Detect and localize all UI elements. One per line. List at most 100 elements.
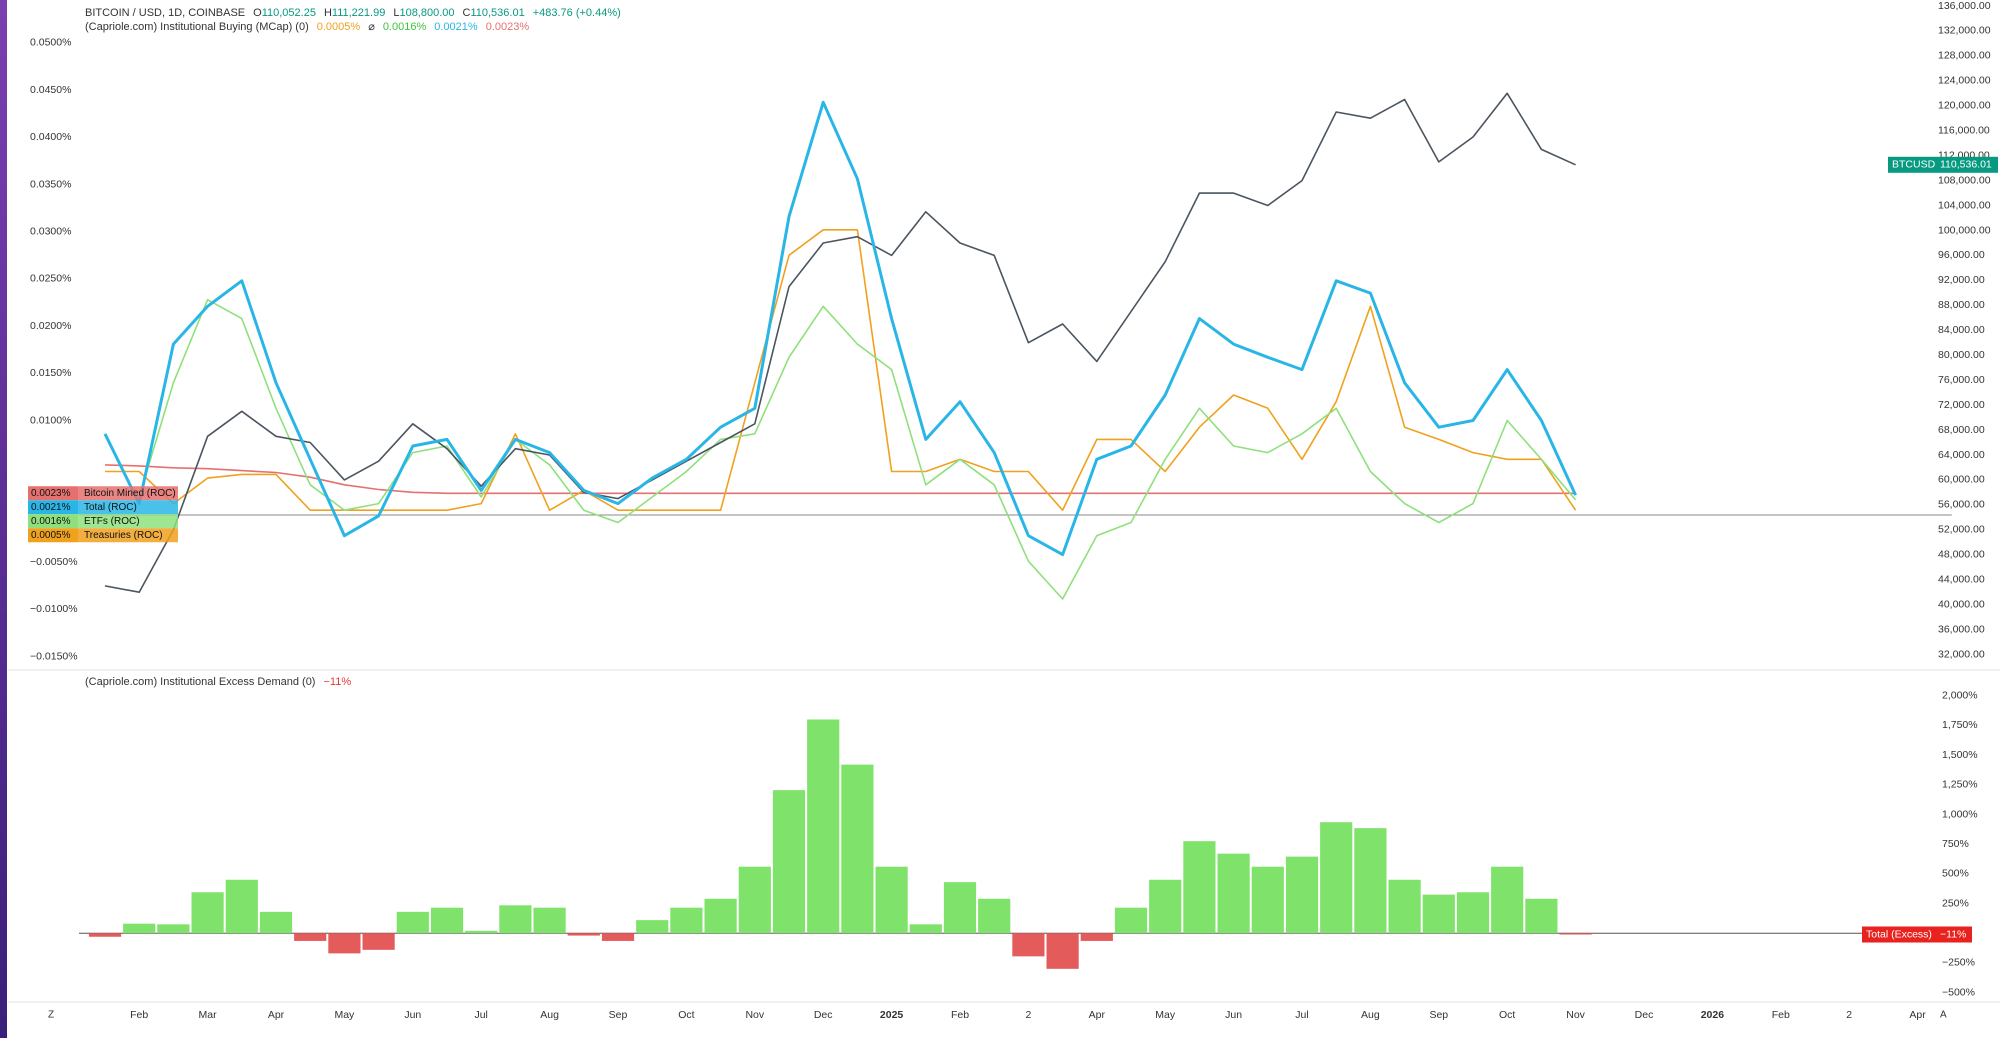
y-tick-label: −0.0150%: [30, 650, 78, 662]
y2-tick-label: 56,000.00: [1938, 499, 1985, 511]
tag-name: Treasuries (ROC): [84, 530, 163, 541]
y2-tick-label: 72,000.00: [1938, 399, 1985, 411]
y-tick-label: −500%: [1942, 986, 1975, 998]
tag-value: 0.0023%: [31, 488, 71, 499]
histogram-bar: [533, 907, 566, 934]
histogram-bar: [1114, 907, 1148, 934]
y-tick-label: 1,000%: [1942, 808, 1978, 820]
ohlc-key: C: [463, 7, 471, 19]
tag-name: Total (ROC): [84, 502, 137, 513]
histogram-bar: [1251, 866, 1284, 934]
y2-tick-label: 32,000.00: [1938, 648, 1985, 660]
x-tick-label: Aug: [540, 1009, 559, 1021]
histogram-bar: [772, 790, 806, 934]
indicator-value: 0.0021%: [434, 21, 478, 33]
series-tag: 0.0005% Treasuries (ROC): [28, 528, 178, 543]
histogram-bar: [1183, 841, 1216, 934]
x-tick-label: Feb: [1772, 1009, 1790, 1021]
indicator-value: −11%: [323, 676, 351, 688]
histogram-bar: [465, 930, 498, 934]
ohlc-key: H: [324, 7, 332, 19]
tag-value-box: [28, 486, 78, 501]
histogram-bar: [88, 933, 122, 937]
tag-value-box: [28, 514, 78, 529]
y2-tick-label: 40,000.00: [1938, 598, 1985, 610]
histogram-bar: [670, 907, 703, 934]
y-tick-label: −250%: [1942, 957, 1975, 969]
histogram-bar: [909, 924, 942, 934]
histogram-bar: [362, 933, 395, 950]
histogram-bar: [1559, 933, 1592, 935]
histogram-bar: [1456, 892, 1490, 934]
tag-name-box: [78, 486, 178, 501]
y2-tick-label: 88,000.00: [1938, 299, 1985, 311]
histogram-bar: [328, 933, 361, 954]
y-tick-label: 0.0450%: [30, 84, 71, 96]
price-tag-value: 110,536.01: [1940, 159, 1992, 171]
y2-tick-label: 132,000.00: [1938, 25, 1991, 37]
series-line: [104, 464, 1576, 495]
histogram-bar: [807, 719, 840, 934]
indicator-title: (Capriole.com) Institutional Excess Dema…: [85, 676, 315, 688]
histogram-bar: [225, 879, 258, 934]
tag-value-box: [28, 500, 78, 515]
excess-tag-value: −11%: [1940, 928, 1966, 940]
y2-tick-label: 120,000.00: [1938, 100, 1991, 112]
ohlc-value: 108,800.00: [399, 7, 454, 19]
tag-value-box: [28, 528, 78, 543]
histogram-bar: [1046, 933, 1079, 969]
y2-tick-label: 104,000.00: [1938, 199, 1991, 211]
x-tick-label: May: [1155, 1009, 1176, 1021]
y2-tick-label: 96,000.00: [1938, 249, 1985, 261]
histogram-bar: [1491, 866, 1524, 934]
histogram-bar: [1080, 933, 1113, 941]
y2-tick-label: 68,000.00: [1938, 424, 1985, 436]
y2-tick-label: 128,000.00: [1938, 50, 1991, 62]
y2-tick-label: 76,000.00: [1938, 374, 1985, 386]
indicator-value: 0.0005%: [317, 21, 361, 33]
y2-tick-label: 60,000.00: [1938, 474, 1985, 486]
histogram-bar: [294, 933, 327, 941]
tag-value: 0.0005%: [31, 530, 71, 541]
x-tick-label: Sep: [609, 1009, 628, 1021]
histogram-bar: [259, 911, 293, 934]
y2-tick-label: 64,000.00: [1938, 449, 1985, 461]
x-tick-label: Nov: [745, 1009, 764, 1021]
axis-settings-button[interactable]: A: [1940, 1010, 1947, 1021]
histogram-bar: [499, 905, 532, 934]
x-tick-label: Apr: [1909, 1009, 1926, 1021]
histogram-bar: [123, 923, 156, 934]
x-tick-label: May: [334, 1009, 355, 1021]
ohlc-value: 110,052.25: [262, 7, 316, 19]
y2-tick-label: 108,000.00: [1938, 174, 1991, 186]
histogram-bar: [567, 933, 600, 936]
histogram-bar: [841, 764, 874, 934]
change: +483.76 (+0.44%): [533, 7, 621, 19]
histogram-bar: [943, 882, 977, 934]
y-tick-label: 0.0350%: [30, 178, 71, 190]
y2-tick-label: 124,000.00: [1938, 75, 1991, 87]
x-tick-label: Jun: [404, 1009, 421, 1021]
x-tick-label: Feb: [951, 1009, 969, 1021]
histogram-bar: [430, 907, 464, 934]
tag-name-box: [78, 500, 178, 515]
tag-name-box: [78, 528, 178, 543]
x-tick-label: Dec: [814, 1009, 833, 1021]
y-tick-label: 1,750%: [1942, 719, 1978, 731]
y2-tick-label: 48,000.00: [1938, 549, 1985, 561]
histogram-bar: [1422, 894, 1455, 934]
series-tag: 0.0016% ETFs (ROC): [28, 514, 178, 529]
zoom-button[interactable]: Z: [48, 1010, 54, 1021]
histogram-bar: [1149, 879, 1182, 934]
y-tick-label: 1,250%: [1942, 779, 1978, 791]
indicator-title: (Capriole.com) Institutional Buying (MCa…: [85, 21, 309, 33]
y2-tick-label: 80,000.00: [1938, 349, 1985, 361]
x-tick-label: Aug: [1361, 1009, 1380, 1021]
legend-row: (Capriole.com) Institutional Buying (MCa…: [85, 21, 529, 33]
x-tick-label: Nov: [1566, 1009, 1585, 1021]
y-tick-label: 0.0100%: [30, 414, 71, 426]
histogram-bar: [738, 866, 771, 934]
indicator-value: 0.0023%: [486, 21, 530, 33]
